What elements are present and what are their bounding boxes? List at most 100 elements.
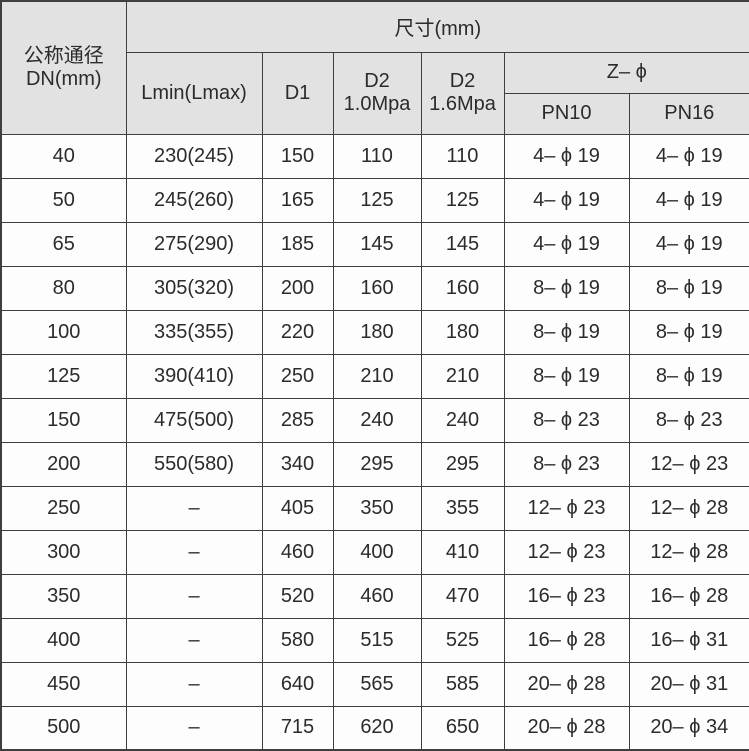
cell-pn16: 4– ϕ 19 — [628, 177, 749, 223]
cell-dn: 50 — [0, 177, 127, 223]
cell-d1: 640 — [261, 661, 334, 707]
header-row-1: 公称通径 DN(mm) 尺寸(mm) — [0, 0, 749, 135]
cell-d2-16: 650 — [420, 705, 505, 751]
header-cell-d2-10mpa: D2 1.0Mpa — [332, 51, 422, 135]
cell-d2-16: 145 — [420, 221, 505, 267]
table-row: 50 245(260) 165 125 125 4– ϕ 19 4– ϕ 19 — [0, 177, 749, 223]
header-cell-z-phi: Z– ϕ — [503, 51, 749, 94]
cell-lmin: – — [125, 705, 263, 751]
cell-d2-10: 145 — [332, 221, 422, 267]
cell-d2-10: 210 — [332, 353, 422, 399]
table-row: 300 – 460 400 410 12– ϕ 23 12– ϕ 28 — [0, 529, 749, 575]
header-cell-lmin: Lmin(Lmax) — [125, 51, 263, 135]
cell-pn10: 20– ϕ 28 — [503, 661, 630, 707]
cell-pn16: 4– ϕ 19 — [628, 133, 749, 179]
cell-dn: 65 — [0, 221, 127, 267]
cell-pn10: 12– ϕ 23 — [503, 485, 630, 531]
d2-10-label-line1: D2 — [364, 70, 390, 92]
table-row: 450 – 640 565 585 20– ϕ 28 20– ϕ 31 — [0, 661, 749, 707]
cell-pn10: 12– ϕ 23 — [503, 529, 630, 575]
d2-16-label-line2: 1.6Mpa — [429, 93, 496, 115]
table-row: 100 335(355) 220 180 180 8– ϕ 19 8– ϕ 19 — [0, 309, 749, 355]
cell-dn: 400 — [0, 617, 127, 663]
header-cell-pn16: PN16 — [628, 92, 749, 135]
cell-d2-16: 160 — [420, 265, 505, 311]
cell-d1: 580 — [261, 617, 334, 663]
cell-d2-16: 525 — [420, 617, 505, 663]
cell-dn: 350 — [0, 573, 127, 619]
table-row: 250 – 405 350 355 12– ϕ 23 12– ϕ 28 — [0, 485, 749, 531]
cell-lmin: – — [125, 485, 263, 531]
cell-pn16: 8– ϕ 23 — [628, 397, 749, 443]
cell-d2-16: 295 — [420, 441, 505, 487]
cell-pn16: 12– ϕ 23 — [628, 441, 749, 487]
cell-pn10: 8– ϕ 19 — [503, 353, 630, 399]
cell-d1: 150 — [261, 133, 334, 179]
cell-pn16: 20– ϕ 34 — [628, 705, 749, 751]
cell-d2-16: 410 — [420, 529, 505, 575]
cell-d2-16: 110 — [420, 133, 505, 179]
cell-d2-10: 515 — [332, 617, 422, 663]
cell-pn10: 4– ϕ 19 — [503, 177, 630, 223]
cell-dn: 80 — [0, 265, 127, 311]
cell-pn16: 12– ϕ 28 — [628, 529, 749, 575]
cell-d1: 220 — [261, 309, 334, 355]
cell-dn: 300 — [0, 529, 127, 575]
cell-lmin: 390(410) — [125, 353, 263, 399]
cell-dn: 150 — [0, 397, 127, 443]
cell-pn10: 20– ϕ 28 — [503, 705, 630, 751]
cell-d1: 250 — [261, 353, 334, 399]
cell-pn16: 4– ϕ 19 — [628, 221, 749, 267]
cell-d2-10: 350 — [332, 485, 422, 531]
header-cell-size: 尺寸(mm) — [125, 0, 749, 53]
table-row: 400 – 580 515 525 16– ϕ 28 16– ϕ 31 — [0, 617, 749, 663]
cell-d1: 185 — [261, 221, 334, 267]
cell-dn: 40 — [0, 133, 127, 179]
cell-d2-16: 355 — [420, 485, 505, 531]
cell-lmin: 550(580) — [125, 441, 263, 487]
table-row: 350 – 520 460 470 16– ϕ 23 16– ϕ 28 — [0, 573, 749, 619]
cell-d1: 340 — [261, 441, 334, 487]
dn-label-line1: 公称通径 — [23, 44, 104, 67]
cell-d2-10: 565 — [332, 661, 422, 707]
cell-lmin: 335(355) — [125, 309, 263, 355]
dn-label-line2: DN(mm) — [25, 67, 102, 90]
cell-dn: 100 — [0, 309, 127, 355]
cell-d2-10: 620 — [332, 705, 422, 751]
cell-lmin: 245(260) — [125, 177, 263, 223]
cell-d1: 715 — [261, 705, 334, 751]
table-row: 65 275(290) 185 145 145 4– ϕ 19 4– ϕ 19 — [0, 221, 749, 267]
cell-dn: 125 — [0, 353, 127, 399]
cell-d1: 460 — [261, 529, 334, 575]
cell-d2-16: 210 — [420, 353, 505, 399]
cell-dn: 450 — [0, 661, 127, 707]
header-row-2: Lmin(Lmax) D1 D2 1.0Mpa D2 1.6Mpa Z– ϕ — [1, 51, 749, 135]
cell-lmin: 475(500) — [125, 397, 263, 443]
cell-pn16: 8– ϕ 19 — [628, 353, 749, 399]
cell-pn10: 4– ϕ 19 — [503, 221, 630, 267]
cell-lmin: – — [125, 529, 263, 575]
cell-d2-10: 460 — [332, 573, 422, 619]
d2-16-label-line1: D2 — [449, 70, 476, 92]
cell-lmin: 275(290) — [125, 221, 263, 267]
cell-d1: 200 — [261, 265, 334, 311]
cell-d2-16: 240 — [420, 397, 505, 443]
cell-d2-10: 400 — [332, 529, 422, 575]
cell-d1: 520 — [261, 573, 334, 619]
cell-d2-10: 160 — [332, 265, 422, 311]
cell-lmin: – — [125, 617, 263, 663]
header-row-3: PN10 PN16 — [1, 92, 749, 135]
cell-pn16: 8– ϕ 19 — [628, 265, 749, 311]
cell-dn: 250 — [0, 485, 127, 531]
table-row: 150 475(500) 285 240 240 8– ϕ 23 8– ϕ 23 — [0, 397, 749, 443]
header-cell-dn: 公称通径 DN(mm) — [0, 0, 127, 135]
cell-pn10: 8– ϕ 19 — [503, 265, 630, 311]
cell-pn16: 16– ϕ 31 — [628, 617, 749, 663]
cell-pn10: 8– ϕ 23 — [503, 397, 630, 443]
table-row: 125 390(410) 250 210 210 8– ϕ 19 8– ϕ 19 — [0, 353, 749, 399]
cell-d2-10: 295 — [332, 441, 422, 487]
cell-lmin: – — [125, 661, 263, 707]
cell-d2-10: 180 — [332, 309, 422, 355]
cell-d2-16: 470 — [420, 573, 505, 619]
cell-d2-10: 240 — [332, 397, 422, 443]
